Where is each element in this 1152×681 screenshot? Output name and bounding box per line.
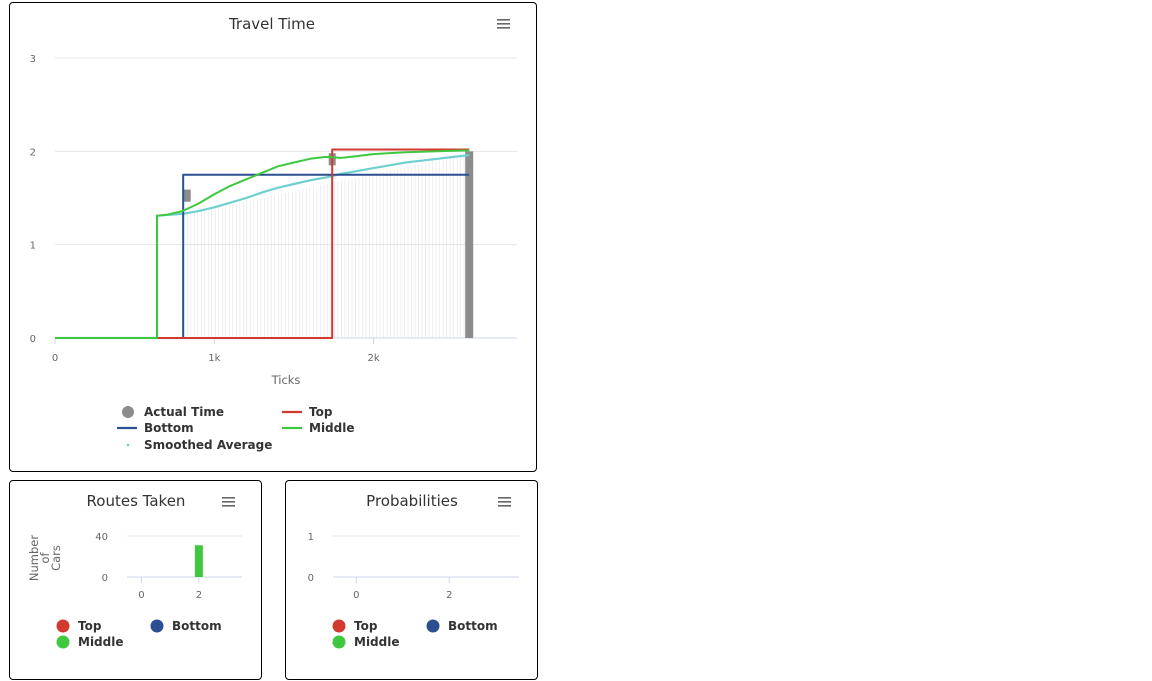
- x-tick-label: 0: [52, 353, 58, 364]
- menu-line-2: [497, 27, 510, 29]
- chart-title: Travel Time: [228, 15, 315, 33]
- probabilities-panel: Probabilities 0 1 0 2 Top Bottom Middle: [285, 480, 538, 680]
- legend-label: Top: [309, 405, 333, 419]
- menu-line-0: [497, 19, 510, 21]
- y-tick-label: 0: [30, 334, 36, 345]
- x-tick-label: 2: [196, 590, 202, 601]
- legend-symbol: [126, 443, 130, 447]
- legend-label: Bottom: [144, 421, 194, 435]
- legend-item-bottom[interactable]: Bottom: [426, 619, 498, 633]
- legend-item-bottom[interactable]: Bottom: [117, 421, 194, 435]
- hamburger-menu-icon[interactable]: [219, 493, 238, 509]
- legend-label: Top: [354, 619, 378, 633]
- menu-line-2: [498, 505, 511, 507]
- y-tick-label: 0: [102, 573, 108, 584]
- legend-symbol: [426, 619, 440, 633]
- legend-item-middle[interactable]: Middle: [56, 635, 124, 649]
- y-tick-label: 1: [30, 241, 36, 252]
- legend-label: Bottom: [172, 619, 222, 633]
- travel-time-panel: Travel Time 0 1 2 3 0 1k 2k Ticks Actual Time Top B…: [9, 2, 537, 472]
- menu-line-0: [222, 497, 235, 499]
- y-axis-title-line: Cars: [49, 545, 63, 571]
- legend-item-top[interactable]: Top: [282, 405, 333, 419]
- probabilities-chart: Probabilities 0 1 0 2 Top Bottom Middle: [308, 492, 519, 649]
- legend-symbol: [122, 406, 134, 418]
- x-tick-label: 1k: [208, 353, 220, 364]
- bar-middle: [194, 545, 203, 577]
- menu-line-1: [497, 23, 510, 25]
- legend-item-actual[interactable]: Actual Time: [122, 405, 224, 419]
- legend-label: Actual Time: [144, 405, 224, 419]
- series-line-bottom: [55, 173, 470, 339]
- legend-label: Bottom: [448, 619, 498, 633]
- legend-label: Middle: [309, 421, 355, 435]
- legend-label: Middle: [354, 635, 400, 649]
- chart-title: Probabilities: [366, 492, 458, 510]
- legend-label: Top: [78, 619, 102, 633]
- hamburger-menu-icon[interactable]: [495, 493, 514, 509]
- legend-symbol: [332, 635, 346, 649]
- y-axis-title-line: of: [38, 552, 52, 564]
- legend-item-smoothed[interactable]: Smoothed Average: [126, 438, 273, 452]
- legend-label: Middle: [78, 635, 124, 649]
- y-tick-label: 40: [95, 532, 108, 543]
- travel-time-chart: Travel Time 0 1 2 3 0 1k 2k Ticks Actual Time Top B…: [30, 15, 517, 452]
- legend-symbol: [56, 619, 70, 633]
- y-axis-title-line: Number: [27, 535, 41, 581]
- series-line-middle: [55, 149, 470, 339]
- actual-time-bar: [183, 189, 191, 202]
- menu-line-2: [222, 505, 235, 507]
- menu-line-0: [498, 497, 511, 499]
- legend-item-bottom[interactable]: Bottom: [150, 619, 222, 633]
- actual-time-bar: [465, 151, 474, 338]
- hamburger-menu-icon[interactable]: [494, 15, 513, 31]
- x-tick-label: 0: [353, 590, 359, 601]
- x-tick-label: 2k: [368, 353, 380, 364]
- y-tick-label: 0: [308, 573, 314, 584]
- routes-taken-panel: Routes Taken 0 40 0 2 Number of Cars Top Bottom Mi…: [9, 480, 262, 680]
- series-line-top: [55, 148, 470, 339]
- x-tick-label: 2: [446, 590, 452, 601]
- legend-item-middle[interactable]: Middle: [282, 421, 355, 435]
- menu-line-1: [222, 501, 235, 503]
- x-axis-title: Ticks: [271, 373, 301, 387]
- legend-item-top[interactable]: Top: [56, 619, 102, 633]
- chart-title: Routes Taken: [87, 492, 186, 510]
- series-line-smoothed: [55, 154, 470, 340]
- menu-line-1: [498, 501, 511, 503]
- y-tick-label: 3: [30, 54, 36, 65]
- x-tick-label: 0: [138, 590, 144, 601]
- actual-time-drop-lines: [186, 153, 468, 338]
- legend-item-middle[interactable]: Middle: [332, 635, 400, 649]
- legend-symbol: [56, 635, 70, 649]
- y-tick-label: 1: [308, 532, 314, 543]
- legend-label: Smoothed Average: [144, 438, 272, 452]
- y-tick-label: 2: [30, 147, 36, 158]
- legend-item-top[interactable]: Top: [332, 619, 378, 633]
- legend-symbol: [150, 619, 164, 633]
- legend-symbol: [332, 619, 346, 633]
